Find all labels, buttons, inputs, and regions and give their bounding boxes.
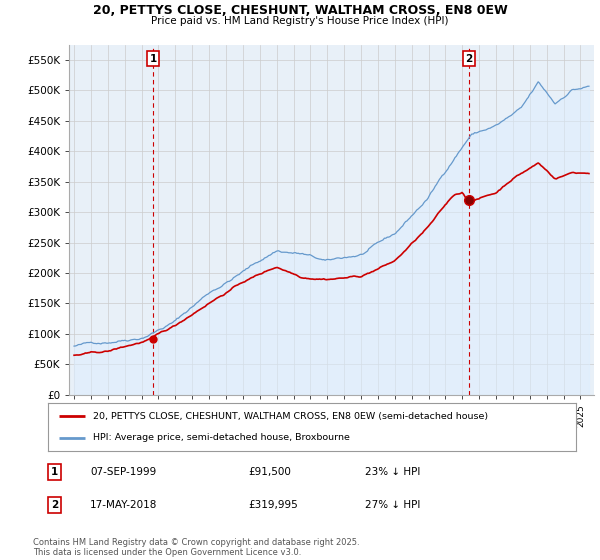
Text: 2: 2 <box>51 500 58 510</box>
Text: 17-MAY-2018: 17-MAY-2018 <box>90 500 158 510</box>
Text: 20, PETTYS CLOSE, CHESHUNT, WALTHAM CROSS, EN8 0EW (semi-detached house): 20, PETTYS CLOSE, CHESHUNT, WALTHAM CROS… <box>93 412 488 421</box>
Text: 20, PETTYS CLOSE, CHESHUNT, WALTHAM CROSS, EN8 0EW: 20, PETTYS CLOSE, CHESHUNT, WALTHAM CROS… <box>92 4 508 17</box>
Text: 07-SEP-1999: 07-SEP-1999 <box>90 467 157 477</box>
Text: Price paid vs. HM Land Registry's House Price Index (HPI): Price paid vs. HM Land Registry's House … <box>151 16 449 26</box>
Text: HPI: Average price, semi-detached house, Broxbourne: HPI: Average price, semi-detached house,… <box>93 433 350 442</box>
Text: 1: 1 <box>149 54 157 63</box>
Text: 27% ↓ HPI: 27% ↓ HPI <box>365 500 420 510</box>
Text: 2: 2 <box>465 54 472 63</box>
Text: £319,995: £319,995 <box>248 500 298 510</box>
Text: Contains HM Land Registry data © Crown copyright and database right 2025.
This d: Contains HM Land Registry data © Crown c… <box>33 538 359 557</box>
Text: 23% ↓ HPI: 23% ↓ HPI <box>365 467 420 477</box>
Text: £91,500: £91,500 <box>248 467 292 477</box>
Text: 1: 1 <box>51 467 58 477</box>
